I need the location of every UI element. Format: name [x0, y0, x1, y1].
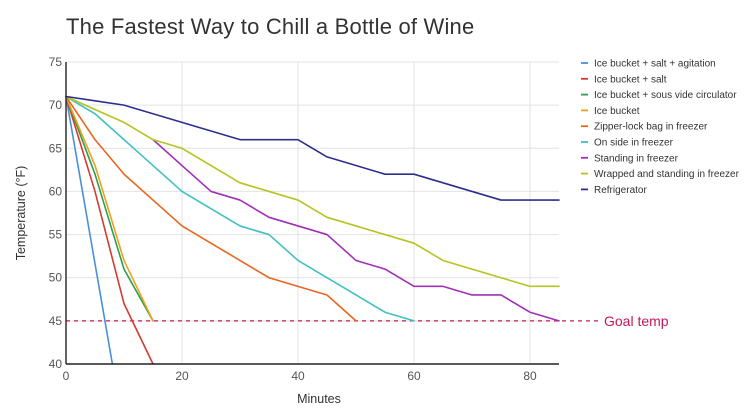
- y-tick-label: 70: [49, 98, 63, 112]
- series-lines: [65, 95, 560, 365]
- series-line-9: [65, 95, 560, 201]
- goal-line: Goal temp: [66, 313, 669, 329]
- legend-label: Ice bucket + sous vide circulator: [594, 90, 737, 101]
- legend-label: Ice bucket: [594, 106, 640, 117]
- legend-label: Ice bucket + salt + agitation: [594, 59, 716, 70]
- legend-label: Ice bucket + salt: [594, 74, 667, 85]
- y-tick-label: 75: [49, 55, 63, 69]
- y-tick-label: 65: [49, 141, 63, 155]
- legend-label: Standing in freezer: [594, 153, 679, 164]
- series-line-1: [65, 95, 114, 365]
- y-tick-label: 55: [49, 228, 63, 242]
- x-tick-label: 80: [523, 369, 537, 383]
- goal-temp-label: Goal temp: [604, 313, 669, 329]
- y-tick-label: 60: [49, 184, 63, 198]
- legend-label: Zipper-lock bag in freezer: [594, 122, 708, 133]
- y-tick-label: 40: [49, 357, 63, 371]
- legend-label: Wrapped and standing in freezer: [594, 169, 740, 180]
- legend: Ice bucket + salt + agitation Ice bucket …: [581, 59, 740, 196]
- legend-label: On side in freezer: [594, 138, 674, 149]
- x-tick-label: 60: [407, 369, 421, 383]
- x-tick-label: 20: [175, 369, 189, 383]
- series-line-8: [65, 95, 560, 288]
- series-line-5: [65, 95, 357, 322]
- x-axis-title: Minutes: [297, 392, 341, 406]
- grid-lines: [65, 61, 559, 365]
- tick-labels: 40 45 50 55 60 65 70 75 0 20 40 60 80: [49, 55, 537, 383]
- axes: [65, 62, 559, 365]
- series-line-2: [65, 95, 154, 365]
- chart-title: The Fastest Way to Chill a Bottle of Win…: [66, 14, 475, 39]
- series-line-3: [65, 95, 154, 322]
- legend-label: Refrigerator: [594, 185, 647, 196]
- series-line-6: [65, 95, 415, 322]
- x-tick-label: 40: [291, 369, 305, 383]
- x-tick-label: 0: [63, 369, 70, 383]
- y-tick-label: 50: [49, 271, 63, 285]
- y-tick-label: 45: [49, 314, 63, 328]
- y-axis-title: Temperature (°F): [14, 166, 28, 261]
- series-line-7: [152, 138, 560, 322]
- series-line-4: [65, 95, 154, 322]
